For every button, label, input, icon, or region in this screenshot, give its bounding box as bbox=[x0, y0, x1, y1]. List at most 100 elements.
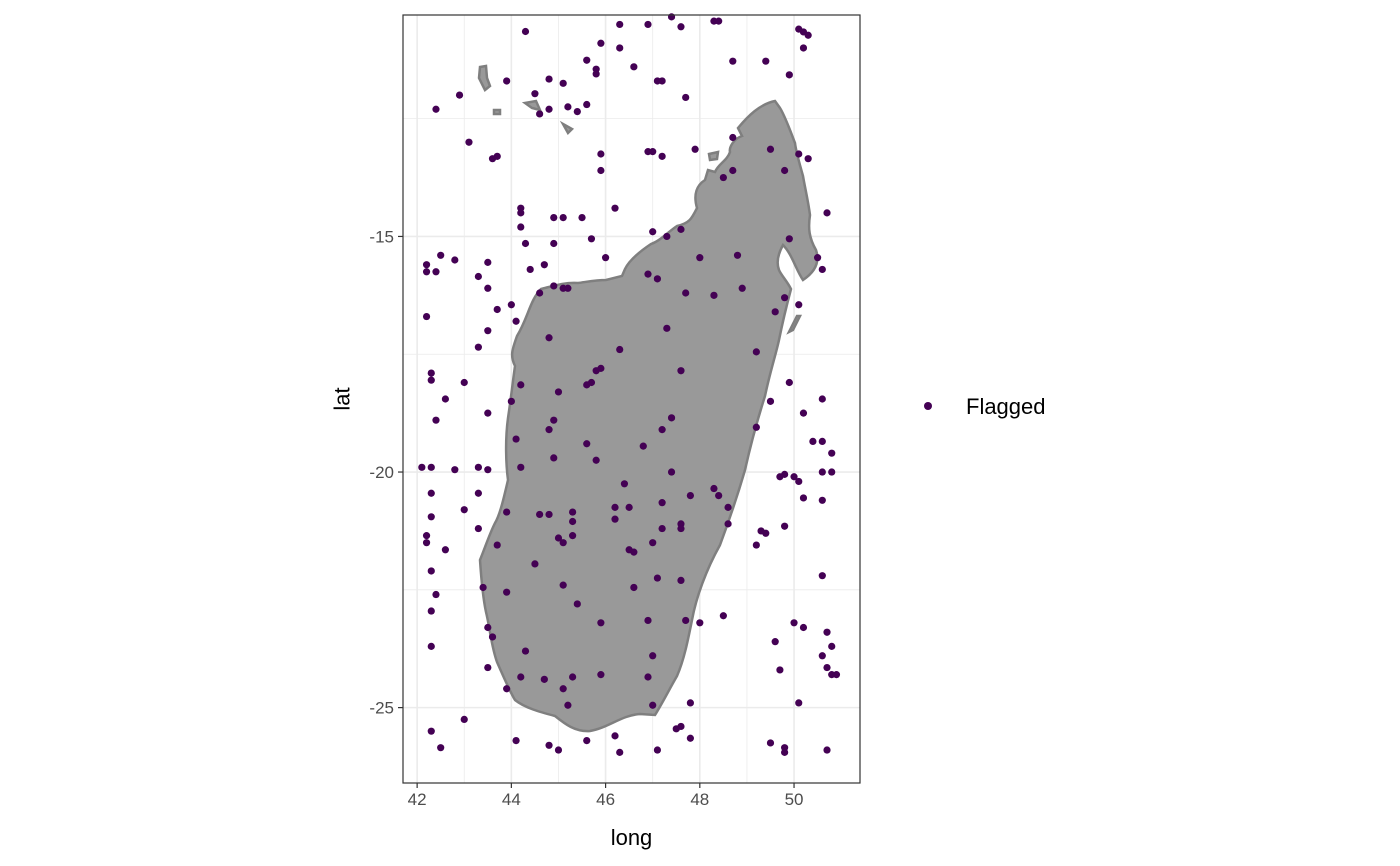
data-point bbox=[597, 166, 605, 175]
data-point bbox=[545, 334, 553, 342]
data-point bbox=[540, 675, 548, 683]
data-point bbox=[677, 23, 685, 31]
data-point bbox=[521, 27, 530, 36]
data-point bbox=[488, 633, 497, 641]
data-point bbox=[663, 232, 671, 241]
data-point bbox=[644, 673, 652, 681]
y-tick-label: -15 bbox=[369, 227, 394, 246]
data-point bbox=[682, 616, 690, 625]
data-point bbox=[517, 209, 525, 217]
data-point bbox=[601, 254, 610, 262]
flagged-points bbox=[418, 13, 841, 756]
data-point bbox=[752, 541, 760, 549]
data-point bbox=[799, 494, 808, 502]
data-point bbox=[418, 463, 426, 471]
data-point bbox=[686, 734, 694, 742]
data-point bbox=[658, 524, 666, 533]
data-point bbox=[550, 214, 558, 222]
data-point bbox=[649, 148, 657, 156]
data-point bbox=[639, 442, 647, 450]
data-point bbox=[592, 70, 600, 78]
data-point bbox=[823, 628, 831, 636]
data-point bbox=[479, 583, 487, 592]
data-point bbox=[823, 663, 831, 672]
data-point bbox=[526, 265, 534, 274]
data-point bbox=[474, 343, 482, 351]
data-point bbox=[729, 57, 737, 65]
data-point bbox=[696, 254, 704, 262]
data-point bbox=[630, 63, 638, 71]
data-point bbox=[559, 539, 567, 547]
data-point bbox=[752, 348, 760, 356]
data-point bbox=[592, 367, 600, 375]
data-point bbox=[550, 454, 558, 462]
data-point bbox=[771, 638, 779, 646]
data-point bbox=[517, 463, 525, 471]
data-point bbox=[663, 324, 671, 332]
data-point bbox=[795, 699, 803, 707]
data-point bbox=[427, 727, 435, 735]
x-axis-title: long bbox=[611, 825, 653, 850]
x-axis: 42 44 46 48 50 bbox=[408, 783, 804, 809]
data-point bbox=[507, 301, 515, 309]
data-point bbox=[427, 463, 435, 471]
data-point bbox=[531, 560, 539, 568]
data-point bbox=[554, 534, 563, 542]
data-point bbox=[427, 642, 435, 650]
comoros-island-2 bbox=[521, 99, 543, 112]
legend-key-flagged bbox=[924, 402, 932, 410]
data-point bbox=[658, 77, 666, 85]
data-point bbox=[583, 736, 591, 745]
data-point bbox=[776, 473, 784, 481]
data-point bbox=[762, 529, 770, 537]
data-point bbox=[503, 588, 511, 596]
data-point bbox=[620, 480, 629, 488]
data-point bbox=[649, 539, 657, 547]
data-point bbox=[550, 416, 558, 424]
data-point bbox=[432, 268, 440, 276]
data-point bbox=[719, 173, 727, 182]
legend-label-flagged: Flagged bbox=[966, 394, 1046, 419]
data-point bbox=[427, 489, 435, 497]
data-point bbox=[818, 468, 826, 476]
data-point bbox=[554, 388, 563, 396]
data-point bbox=[781, 166, 789, 175]
data-point bbox=[653, 275, 662, 283]
y-tick-label: -20 bbox=[369, 463, 394, 482]
data-point bbox=[696, 619, 704, 627]
data-point bbox=[493, 541, 501, 549]
data-point bbox=[611, 515, 619, 523]
data-point bbox=[451, 256, 459, 264]
data-point bbox=[667, 414, 676, 422]
data-point bbox=[597, 39, 605, 47]
data-point bbox=[677, 367, 685, 375]
x-tick-label: 48 bbox=[690, 790, 709, 809]
data-point bbox=[484, 623, 492, 632]
data-point bbox=[644, 616, 652, 625]
data-point bbox=[564, 701, 572, 709]
data-point bbox=[653, 746, 662, 754]
data-point bbox=[611, 503, 619, 511]
x-tick-label: 42 bbox=[408, 790, 427, 809]
data-point bbox=[682, 93, 690, 102]
data-point bbox=[540, 261, 548, 269]
data-point bbox=[719, 612, 727, 620]
data-point bbox=[752, 423, 760, 431]
data-point bbox=[507, 397, 515, 405]
data-point bbox=[781, 522, 789, 530]
data-point bbox=[785, 378, 793, 387]
data-point bbox=[437, 744, 445, 752]
data-point bbox=[766, 739, 775, 747]
data-point bbox=[536, 510, 544, 519]
data-point bbox=[432, 590, 440, 599]
data-point bbox=[484, 258, 492, 266]
data-point bbox=[644, 20, 652, 29]
data-point bbox=[795, 301, 803, 309]
data-point bbox=[823, 746, 831, 754]
data-point bbox=[682, 289, 690, 297]
data-point bbox=[455, 91, 464, 99]
y-axis-title: lat bbox=[330, 387, 355, 410]
data-point bbox=[616, 44, 624, 52]
data-point bbox=[474, 489, 482, 497]
